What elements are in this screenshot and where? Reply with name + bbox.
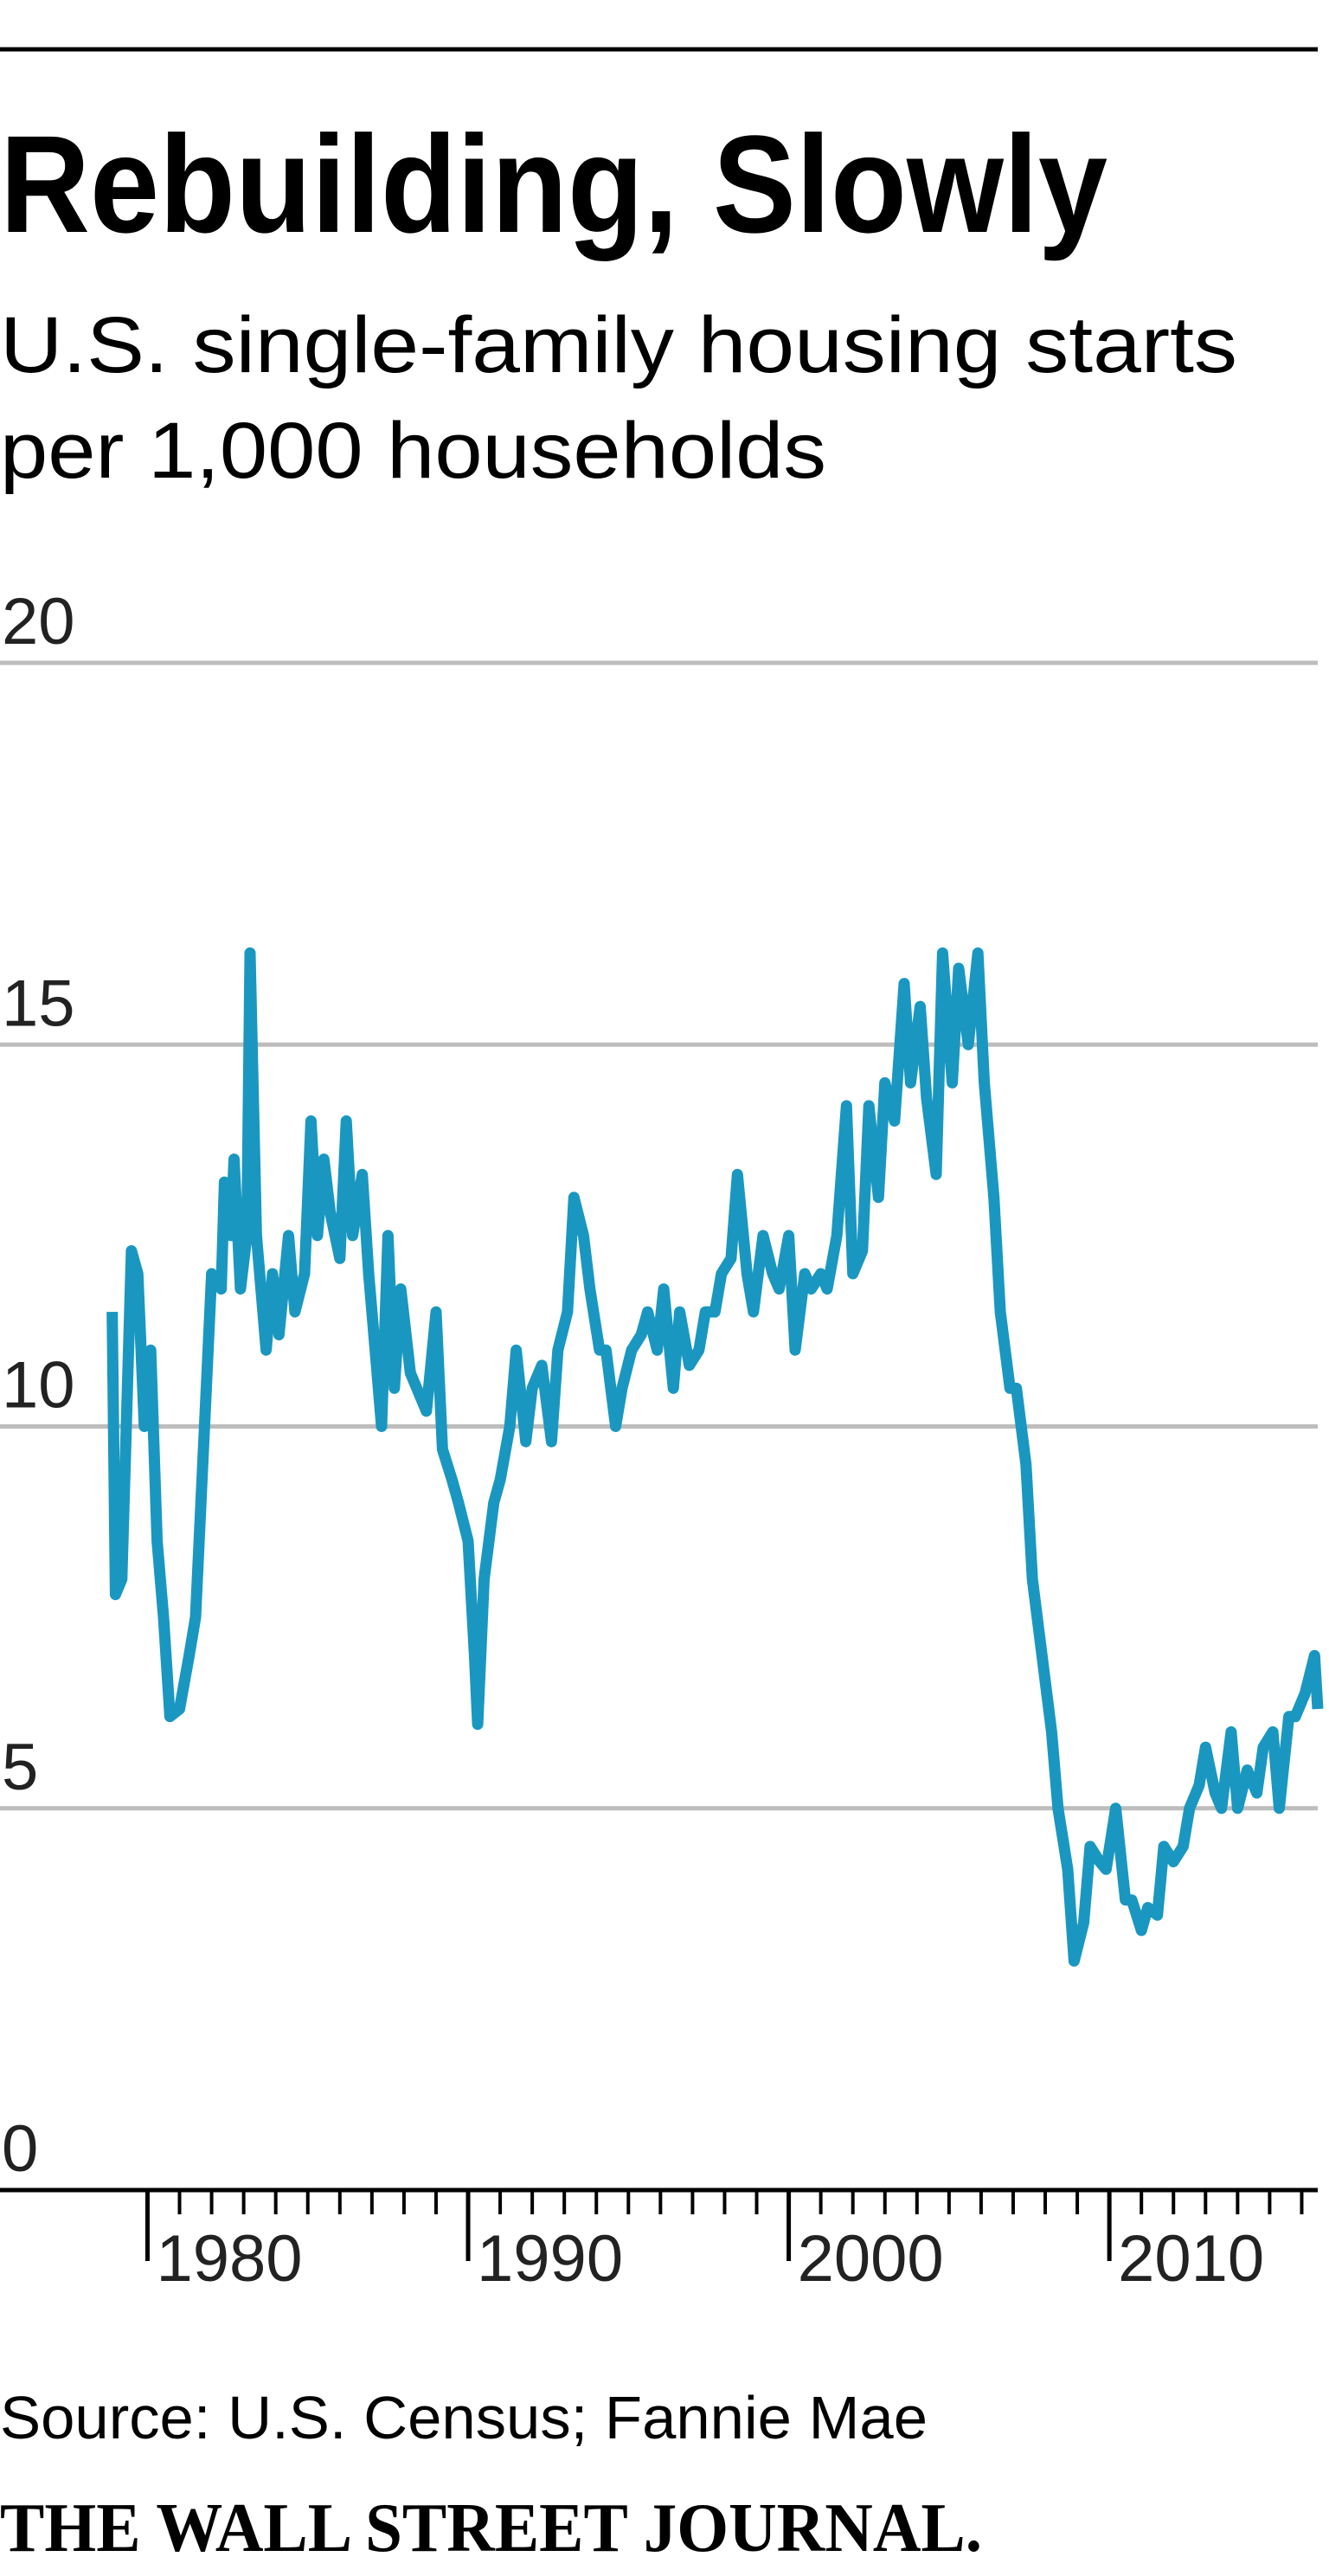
x-tick-label: 2000 [798,2222,944,2296]
x-tick-label: 1990 [477,2222,623,2296]
y-tick-label: 0 [2,2112,38,2186]
subtitle: per 1,000 households [0,407,826,495]
subtitle: U.S. single-family housing starts [0,301,1237,389]
chart-title: Rebuilding, Slowly [0,106,1108,261]
y-tick-label: 5 [2,1731,38,1804]
x-tick-label: 1980 [156,2222,302,2296]
publisher: THE WALL STREET JOURNAL. [0,2490,982,2566]
source: Source: U.S. Census; Fannie Mae [0,2384,928,2451]
data-line [106,947,1324,1967]
y-tick-label: 15 [2,967,75,1040]
x-tick-label: 2010 [1118,2222,1264,2296]
y-tick-label: 20 [2,585,75,658]
y-tick-label: 10 [2,1349,75,1423]
